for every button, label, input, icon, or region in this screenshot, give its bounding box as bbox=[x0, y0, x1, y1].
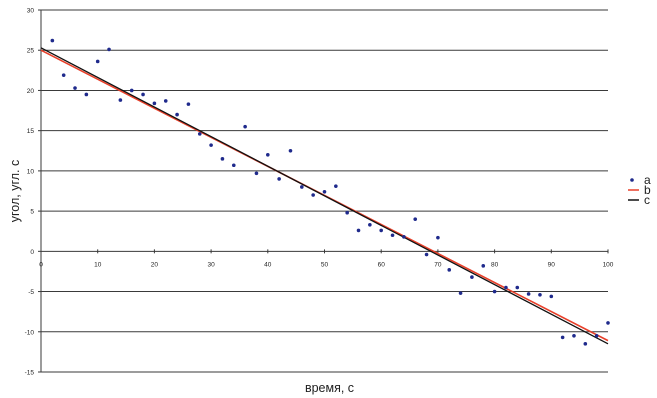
data-point bbox=[436, 235, 440, 240]
legend-label-c: c bbox=[644, 193, 650, 207]
data-point bbox=[107, 47, 111, 52]
legend-label-a: a bbox=[644, 173, 651, 187]
data-point bbox=[254, 171, 259, 176]
data-point bbox=[526, 292, 531, 296]
data-point bbox=[322, 190, 327, 194]
data-point bbox=[197, 132, 202, 136]
data-point bbox=[368, 222, 372, 227]
series-line-c bbox=[40, 47, 609, 345]
y-tick-label: 20 bbox=[27, 88, 35, 95]
data-point bbox=[458, 291, 463, 295]
data-point bbox=[163, 99, 168, 103]
data-point bbox=[73, 86, 77, 90]
data-point bbox=[95, 59, 100, 64]
data-point bbox=[277, 177, 281, 181]
y-tick-label: 5 bbox=[30, 209, 34, 216]
data-point bbox=[300, 185, 304, 189]
data-point bbox=[175, 112, 179, 117]
gridlines bbox=[41, 9, 608, 373]
x-tick-label: 100 bbox=[603, 261, 614, 268]
data-point bbox=[61, 73, 66, 77]
x-tick-label: 90 bbox=[548, 261, 556, 268]
x-tick-label: 70 bbox=[434, 261, 442, 268]
data-point bbox=[118, 98, 123, 102]
data-point bbox=[356, 228, 361, 233]
data-point bbox=[152, 101, 157, 106]
data-point bbox=[538, 292, 542, 297]
x-tick-label: 10 bbox=[94, 261, 102, 268]
x-tick-label: 80 bbox=[491, 261, 499, 268]
data-point bbox=[481, 264, 486, 268]
y-tick-label: 10 bbox=[27, 168, 35, 175]
data-point bbox=[504, 285, 508, 290]
y-tick-label: -10 bbox=[25, 329, 35, 336]
data-point bbox=[379, 228, 384, 233]
x-tick-label: 40 bbox=[264, 261, 272, 268]
data-point bbox=[594, 334, 599, 338]
x-tick-label: 50 bbox=[321, 261, 329, 268]
data-point bbox=[186, 102, 191, 106]
y-axis-title: угол, угл. с bbox=[8, 160, 22, 222]
x-tick-label: 20 bbox=[151, 261, 159, 268]
y-tick-label: 30 bbox=[27, 8, 35, 15]
tick-labels: 0 10 20 30 40 50 60 70 80 90 100 -15 -10 -5 0 5 10 15 20 25… bbox=[25, 8, 614, 377]
data-point bbox=[549, 294, 554, 299]
x-tick-label: 60 bbox=[378, 261, 386, 268]
y-tick-label: -5 bbox=[28, 289, 34, 296]
y-tick-label: 25 bbox=[27, 48, 35, 55]
data-point bbox=[243, 124, 247, 129]
data-point bbox=[424, 252, 429, 257]
series bbox=[40, 38, 610, 346]
data-point bbox=[560, 335, 565, 340]
data-point bbox=[413, 217, 418, 221]
data-point bbox=[311, 193, 315, 197]
legend-marker-a bbox=[630, 178, 634, 182]
x-tick-label: 30 bbox=[207, 261, 215, 268]
data-point bbox=[209, 143, 213, 147]
data-point bbox=[288, 148, 293, 153]
data-point bbox=[515, 285, 520, 290]
data-point bbox=[492, 289, 497, 294]
data-point bbox=[266, 153, 270, 157]
legend-label-b: b bbox=[644, 183, 651, 197]
x-axis-title: время, с bbox=[305, 381, 354, 395]
x-tick-label: 0 bbox=[39, 261, 43, 268]
y-tick-label: -15 bbox=[25, 370, 35, 377]
data-point bbox=[129, 88, 134, 93]
legend: abc bbox=[628, 173, 651, 207]
data-point bbox=[220, 157, 225, 161]
data-point bbox=[470, 275, 474, 279]
data-point bbox=[402, 235, 406, 239]
data-point bbox=[231, 163, 236, 168]
data-point bbox=[50, 38, 55, 43]
data-point bbox=[84, 92, 89, 97]
data-point bbox=[334, 184, 338, 188]
data-point bbox=[447, 268, 452, 272]
y-tick-label: 0 bbox=[30, 249, 34, 256]
data-point bbox=[572, 334, 576, 338]
data-point bbox=[583, 342, 588, 346]
data-point bbox=[606, 321, 610, 325]
data-point bbox=[345, 210, 349, 215]
y-tick-label: 15 bbox=[27, 128, 35, 135]
data-point bbox=[141, 92, 145, 97]
data-point bbox=[390, 233, 395, 238]
